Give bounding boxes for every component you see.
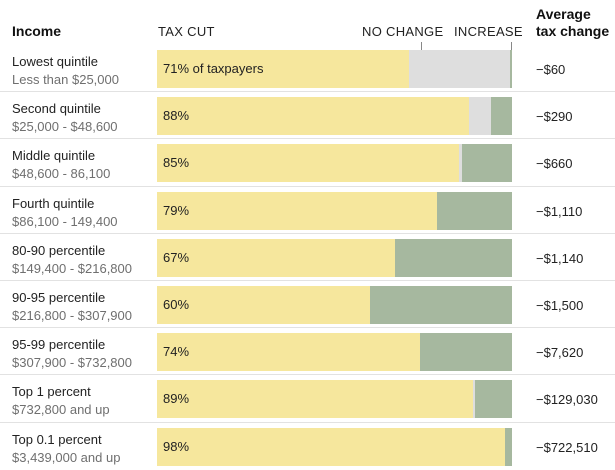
- income-range-label: $732,800 and up: [12, 402, 110, 417]
- average-tax-change-header: Average tax change: [536, 6, 609, 40]
- tax-cut-percent-label: 79%: [163, 203, 190, 218]
- stacked-bar: 85%: [157, 144, 512, 182]
- increase-segment: [462, 144, 512, 182]
- average-tax-change-value: −$7,620: [536, 345, 584, 360]
- tax-cut-percent-label: 67%: [163, 250, 190, 265]
- row-divider: [0, 280, 615, 281]
- average-tax-change-value: −$1,140: [536, 251, 584, 266]
- average-header-line2: tax change: [536, 23, 610, 39]
- increase-segment: [437, 192, 512, 230]
- increase-segment: [370, 286, 512, 324]
- increase-segment: [490, 97, 512, 135]
- chart-row: Top 1 percent $732,800 and up 89% −$129,030: [0, 374, 615, 422]
- average-tax-change-value: −$1,110: [536, 204, 583, 219]
- average-tax-change-value: −$290: [536, 109, 573, 124]
- chart-row: Fourth quintile $86,100 - 149,400 79% −$1,1…: [0, 186, 615, 234]
- income-range-label: $3,439,000 and up: [12, 450, 121, 465]
- increase-segment: [394, 239, 512, 277]
- chart-row: 80-90 percentile $149,400 - $216,800 67% −$…: [0, 233, 615, 281]
- income-group-label: Lowest quintile: [12, 54, 98, 69]
- income-range-label: $48,600 - 86,100: [12, 166, 111, 181]
- income-range-label: $25,000 - $48,600: [12, 119, 118, 134]
- stacked-bar: 89%: [157, 380, 512, 418]
- tax-cut-segment: [157, 192, 438, 230]
- average-header-line1: Average: [536, 6, 591, 22]
- stacked-bar: 74%: [157, 333, 512, 371]
- income-range-label: $216,800 - $307,900: [12, 308, 132, 323]
- average-tax-change-value: −$129,030: [536, 392, 598, 407]
- stacked-bar: 79%: [157, 192, 512, 230]
- chart-row: Middle quintile $48,600 - 86,100 85% −$660: [0, 138, 615, 186]
- tax-cut-percent-label: 98%: [163, 439, 190, 454]
- no-change-segment: [458, 144, 463, 182]
- chart-row: 95-99 percentile $307,900 - $732,800 74% −$…: [0, 327, 615, 375]
- no-change-segment: [409, 50, 510, 88]
- row-divider: [0, 374, 615, 375]
- stacked-bar: 88%: [157, 97, 512, 135]
- income-group-label: 90-95 percentile: [12, 290, 106, 305]
- tax-cut-percent-label: 89%: [163, 391, 190, 406]
- income-group-label: Middle quintile: [12, 148, 96, 163]
- tax-cut-segment: [157, 50, 410, 88]
- income-group-label: Fourth quintile: [12, 196, 95, 211]
- tax-cut-percent-label: 60%: [163, 297, 190, 312]
- row-divider: [0, 422, 615, 423]
- chart-row: Lowest quintile Less than $25,000 71% of t…: [0, 45, 615, 92]
- increase-segment: [509, 50, 512, 88]
- stacked-bar: 67%: [157, 239, 512, 277]
- tax-cut-segment: [157, 239, 395, 277]
- increase-header: INCREASE: [454, 24, 523, 39]
- row-divider: [0, 186, 615, 187]
- income-group-label: 80-90 percentile: [12, 243, 106, 258]
- stacked-bar: 60%: [157, 286, 512, 324]
- row-divider: [0, 233, 615, 234]
- income-group-label: Top 0.1 percent: [12, 432, 102, 447]
- average-tax-change-value: −$1,500: [536, 298, 584, 313]
- no-change-segment: [472, 380, 475, 418]
- stacked-bar: 71% of taxpayers: [157, 50, 512, 88]
- tax-cut-header: TAX CUT: [158, 24, 215, 39]
- tax-cut-percent-label: 71% of taxpayers: [163, 61, 264, 76]
- tax-cut-percent-label: 88%: [163, 108, 190, 123]
- stacked-bar: 98%: [157, 428, 512, 466]
- no-change-header: NO CHANGE: [362, 24, 444, 39]
- increase-segment: [419, 333, 512, 371]
- chart-row: Second quintile $25,000 - $48,600 88% −$290: [0, 91, 615, 139]
- tax-cut-percent-label: 74%: [163, 344, 190, 359]
- income-group-label: Second quintile: [12, 101, 101, 116]
- tax-cut-segment: [157, 286, 370, 324]
- income-range-label: $307,900 - $732,800: [12, 355, 132, 370]
- increase-segment: [504, 428, 512, 466]
- income-group-label: 95-99 percentile: [12, 337, 106, 352]
- average-tax-change-value: −$722,510: [536, 440, 598, 455]
- income-group-label: Top 1 percent: [12, 384, 91, 399]
- income-header: Income: [12, 23, 62, 39]
- row-divider: [0, 327, 615, 328]
- chart-row: 90-95 percentile $216,800 - $307,900 60% −$…: [0, 280, 615, 328]
- row-divider: [0, 138, 615, 139]
- average-tax-change-value: −$60: [536, 62, 566, 77]
- income-range-label: Less than $25,000: [12, 72, 119, 87]
- chart-row: Top 0.1 percent $3,439,000 and up 98% −$722…: [0, 422, 615, 470]
- increase-segment: [474, 380, 512, 418]
- tax-cut-segment: [157, 97, 470, 135]
- tax-cut-segment: [157, 428, 505, 466]
- tax-cut-percent-label: 85%: [163, 155, 190, 170]
- average-tax-change-value: −$660: [536, 156, 573, 171]
- income-range-label: $149,400 - $216,800: [12, 261, 132, 276]
- no-change-segment: [469, 97, 491, 135]
- tax-cut-segment: [157, 144, 459, 182]
- tax-cut-segment: [157, 333, 420, 371]
- tax-cut-segment: [157, 380, 473, 418]
- row-divider: [0, 91, 615, 92]
- income-range-label: $86,100 - 149,400: [12, 214, 118, 229]
